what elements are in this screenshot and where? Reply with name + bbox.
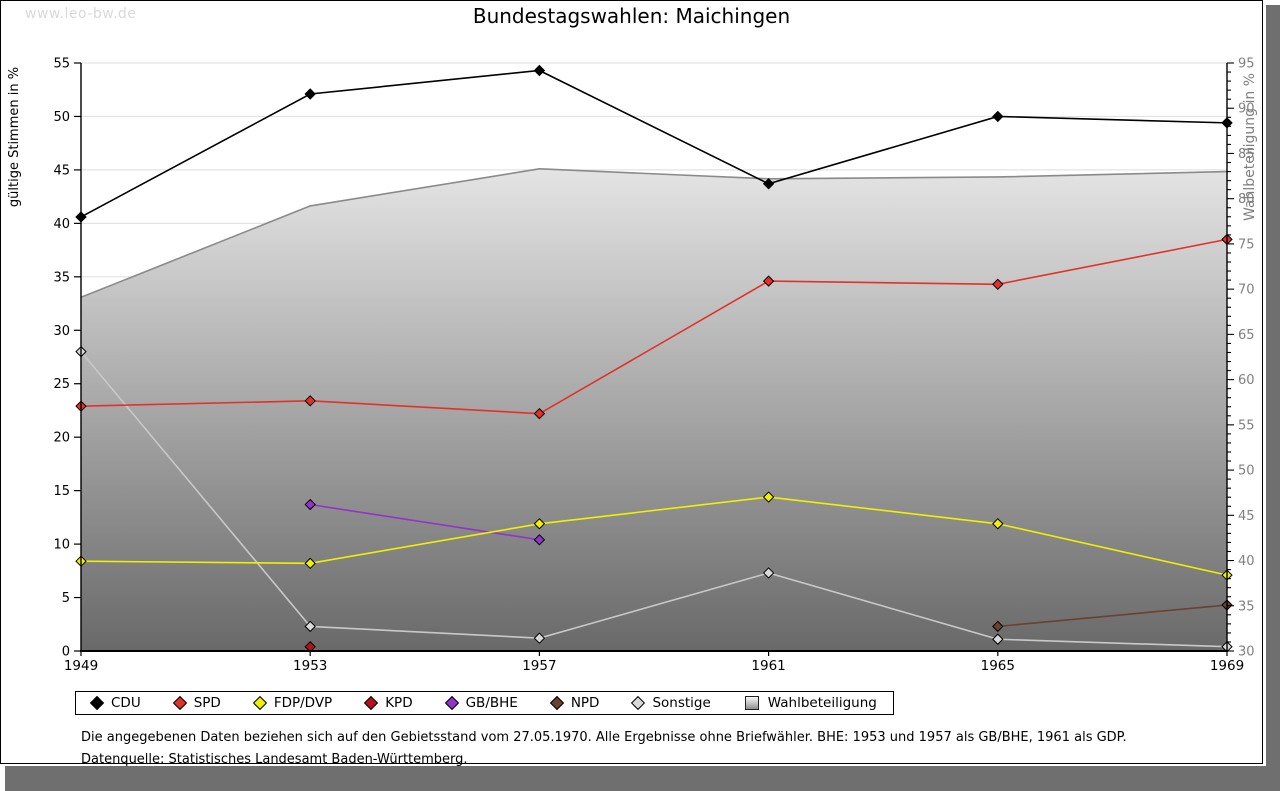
- legend-label: Wahlbeteiligung: [767, 695, 877, 711]
- legend-swatch-area: [744, 696, 759, 710]
- card-shadow-right: [1266, 5, 1280, 791]
- legend-item-cdu: CDU: [89, 695, 141, 711]
- svg-text:Wahlbeteiligung in %: Wahlbeteiligung in %: [1242, 73, 1258, 221]
- svg-text:5: 5: [62, 591, 70, 606]
- svg-text:45: 45: [1238, 509, 1255, 524]
- legend-swatch-diamond: [631, 695, 646, 711]
- svg-text:1949: 1949: [64, 658, 98, 674]
- legend-item-sonstige: Sonstige: [631, 695, 711, 711]
- legend-label: NPD: [570, 695, 600, 711]
- svg-text:30: 30: [53, 324, 70, 339]
- svg-text:50: 50: [1238, 464, 1255, 479]
- election-line-chart: 0 5 10 15 20 25 30 35 40 45 50 55 30 35 40 45 50 55 60 65 70…: [7, 57, 1258, 675]
- svg-text:90: 90: [1238, 102, 1255, 117]
- svg-text:85: 85: [1238, 147, 1255, 162]
- legend-label: FDP/DVP: [273, 695, 333, 711]
- legend-swatch-diamond: [252, 695, 267, 711]
- svg-text:40: 40: [1238, 554, 1255, 569]
- svg-text:0: 0: [62, 645, 70, 660]
- svg-text:15: 15: [53, 484, 70, 499]
- legend-label: CDU: [111, 695, 141, 711]
- legend-label: GB/BHE: [465, 695, 518, 711]
- svg-text:70: 70: [1238, 283, 1255, 298]
- chart-card: www.leo-bw.de Bundestagswahlen: Maiching…: [0, 0, 1263, 767]
- svg-text:1953: 1953: [293, 658, 327, 674]
- svg-text:45: 45: [53, 163, 70, 178]
- chart-title: Bundestagswahlen: Maichingen: [472, 4, 791, 28]
- legend-swatch-diamond: [444, 695, 459, 711]
- watermark: www.leo-bw.de: [25, 6, 137, 22]
- legend-item-fdp-dvp: FDP/DVP: [252, 695, 333, 711]
- svg-text:1965: 1965: [981, 658, 1015, 674]
- svg-text:30: 30: [1238, 645, 1255, 660]
- svg-text:25: 25: [53, 377, 70, 392]
- card-shadow-bottom: [5, 766, 1280, 791]
- legend-swatch-diamond: [172, 695, 187, 711]
- svg-text:gültige Stimmen in %: gültige Stimmen in %: [7, 67, 22, 207]
- svg-text:65: 65: [1238, 328, 1255, 343]
- svg-text:20: 20: [53, 431, 70, 446]
- legend-item-npd: NPD: [549, 695, 600, 711]
- footnote-source: Datenquelle: Statistisches Landesamt Bad…: [81, 752, 468, 767]
- svg-text:55: 55: [1238, 418, 1255, 433]
- svg-text:1957: 1957: [522, 658, 556, 674]
- legend-swatch-diamond: [89, 695, 105, 711]
- legend-item-wahlbeteiligung: Wahlbeteiligung: [744, 695, 877, 711]
- svg-text:80: 80: [1238, 192, 1255, 207]
- svg-text:75: 75: [1238, 237, 1255, 252]
- footnote-geography: Die angegebenen Daten beziehen sich auf …: [81, 730, 1127, 745]
- legend-item-gb-bhe: GB/BHE: [444, 695, 518, 711]
- svg-text:40: 40: [53, 217, 70, 232]
- legend-swatch-diamond: [549, 695, 564, 711]
- legend-item-spd: SPD: [172, 695, 221, 711]
- svg-text:35: 35: [53, 270, 70, 285]
- svg-text:60: 60: [1238, 373, 1255, 388]
- svg-text:95: 95: [1238, 57, 1255, 72]
- svg-text:10: 10: [53, 538, 70, 553]
- svg-text:1969: 1969: [1210, 658, 1244, 674]
- svg-text:1961: 1961: [751, 658, 785, 674]
- legend: CDU SPD FDP/DVP KPD GB/BHE NPD Sonstige Wahlbet…: [75, 691, 894, 715]
- legend-label: KPD: [385, 695, 413, 711]
- svg-text:55: 55: [53, 57, 70, 72]
- legend-item-kpd: KPD: [364, 695, 413, 711]
- svg-text:35: 35: [1238, 599, 1255, 614]
- legend-label: SPD: [193, 695, 221, 711]
- legend-swatch-diamond: [364, 695, 379, 711]
- svg-text:50: 50: [53, 110, 70, 125]
- legend-label: Sonstige: [652, 695, 711, 711]
